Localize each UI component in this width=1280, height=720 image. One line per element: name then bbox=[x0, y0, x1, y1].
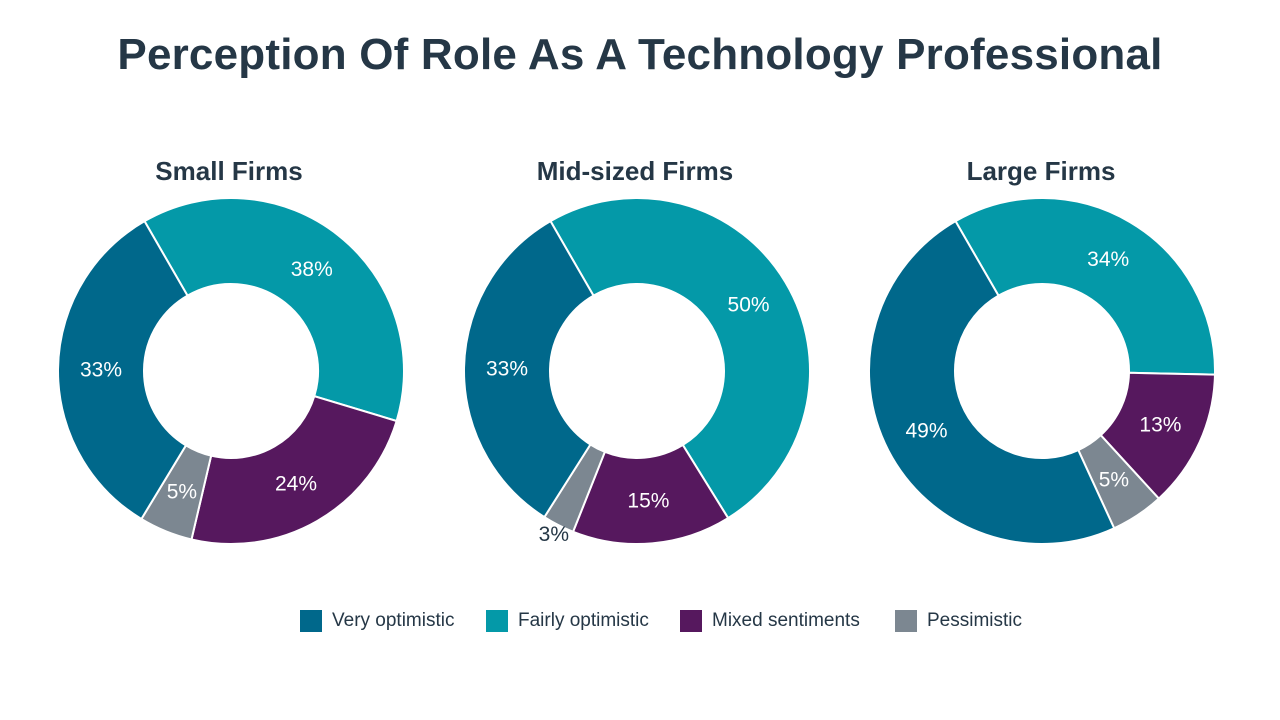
legend-item-very-optimistic: Very optimistic bbox=[300, 607, 454, 635]
slice-fairly-optimistic bbox=[143, 197, 405, 423]
data-label-mixed-sentiments: 13% bbox=[1139, 414, 1181, 437]
data-label-mixed-sentiments: 15% bbox=[627, 489, 669, 512]
data-label-fairly-optimistic: 34% bbox=[1087, 248, 1129, 271]
charts-area: Small Firms 38% 24% 5% 33% Mid-sized Firms … bbox=[57, 156, 1216, 546]
legend-label: Very optimistic bbox=[332, 610, 455, 631]
legend-label: Fairly optimistic bbox=[518, 610, 649, 631]
legend: Very optimistic Fairly optimistic Mixed … bbox=[0, 607, 1280, 637]
legend-label: Pessimistic bbox=[927, 610, 1023, 631]
legend-label: Mixed sentiments bbox=[712, 610, 860, 631]
slice-fairly-optimistic bbox=[549, 197, 811, 520]
data-label-very-optimistic: 33% bbox=[486, 357, 528, 380]
data-label-pessimistic: 5% bbox=[167, 480, 197, 503]
legend-swatch bbox=[486, 610, 508, 632]
data-label-pessimistic: 3% bbox=[539, 523, 569, 546]
slice-mixed-sentiments bbox=[190, 394, 398, 545]
chart-small-firms: Small Firms 38% 24% 5% 33% bbox=[57, 156, 405, 545]
legend-item-fairly-optimistic: Fairly optimistic bbox=[486, 607, 649, 635]
legend-swatch bbox=[300, 610, 322, 632]
legend-item-pessimistic: Pessimistic bbox=[895, 607, 1022, 635]
data-label-fairly-optimistic: 38% bbox=[291, 258, 333, 281]
slice-very-optimistic bbox=[463, 219, 595, 519]
legend-swatch bbox=[895, 610, 917, 632]
legend-swatch bbox=[680, 610, 702, 632]
slice-very-optimistic bbox=[57, 219, 189, 521]
legend-item-mixed-sentiments: Mixed sentiments bbox=[680, 607, 860, 635]
data-label-mixed-sentiments: 24% bbox=[275, 473, 317, 496]
chart-mid-sized-firms: Mid-sized Firms 50% 15% 3% 33% bbox=[463, 156, 811, 546]
data-label-very-optimistic: 49% bbox=[905, 420, 947, 443]
data-label-fairly-optimistic: 50% bbox=[728, 293, 770, 316]
chart-title: Mid-sized Firms bbox=[537, 156, 733, 186]
data-label-pessimistic: 5% bbox=[1099, 468, 1129, 491]
data-label-very-optimistic: 33% bbox=[80, 359, 122, 382]
chart-large-firms: Large Firms 34% 13% 5% 49% bbox=[868, 156, 1216, 545]
slice-very-optimistic bbox=[868, 219, 1116, 545]
page-title: Perception Of Role As A Technology Profe… bbox=[117, 30, 1163, 79]
chart-title: Small Firms bbox=[155, 156, 302, 186]
slice-fairly-optimistic bbox=[954, 197, 1216, 376]
chart-title: Large Firms bbox=[967, 156, 1116, 186]
